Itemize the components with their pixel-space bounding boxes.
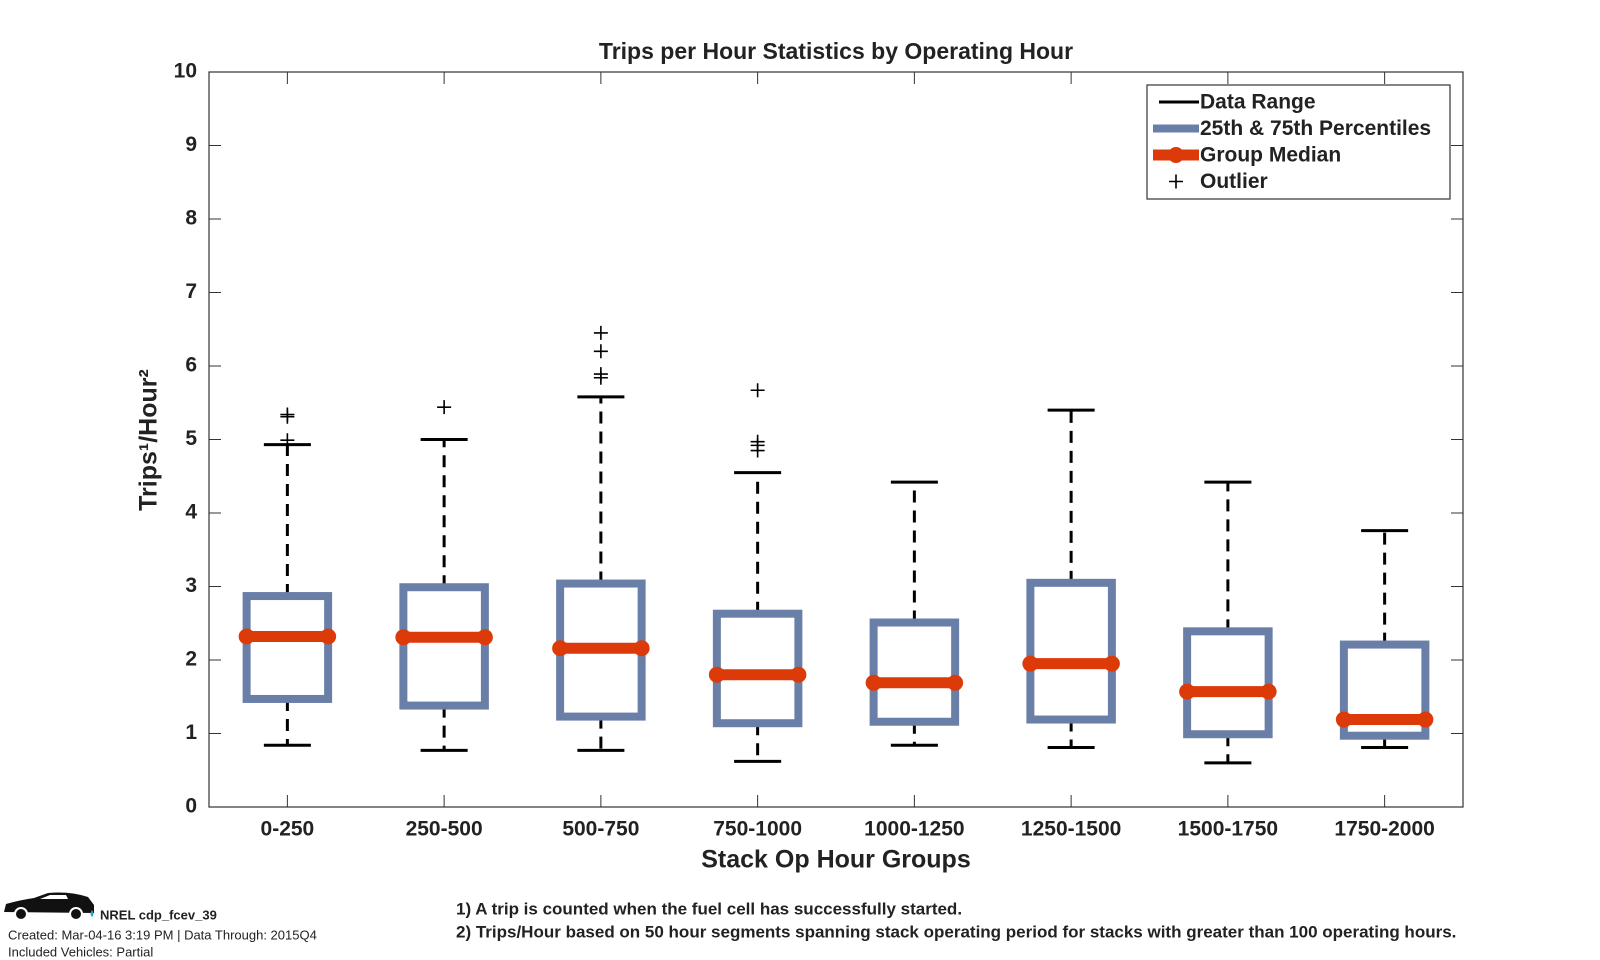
y-axis-label: Trips¹/Hour² <box>135 369 163 511</box>
outlier <box>280 433 295 448</box>
box-group <box>395 400 493 752</box>
outlier <box>750 434 765 449</box>
outlier <box>593 344 608 359</box>
y-tick-label: 10 <box>174 60 197 83</box>
x-tick-label: 1000-1250 <box>864 818 964 841</box>
y-tick-label: 0 <box>185 795 197 818</box>
legend-label: Outlier <box>1200 170 1268 193</box>
median-end <box>947 674 964 691</box>
footer-vehicles: Included Vehicles: Partial <box>8 944 153 959</box>
median-end <box>1022 655 1039 672</box>
legend-box <box>1146 84 1451 200</box>
chart-title: Trips per Hour Statistics by Operating H… <box>599 38 1073 64</box>
box-group <box>1179 480 1277 765</box>
outlier <box>280 407 295 422</box>
y-tick-label: 4 <box>185 501 197 524</box>
box <box>1183 627 1273 739</box>
legend-label: Data Range <box>1200 91 1316 114</box>
median-end <box>1103 655 1120 672</box>
box <box>1339 640 1430 740</box>
box-group <box>552 325 650 752</box>
median-end <box>476 629 493 646</box>
box-group <box>1335 529 1434 749</box>
outlier <box>593 325 608 340</box>
median-end <box>790 666 807 683</box>
x-tick-label: 500-750 <box>562 818 639 841</box>
box <box>242 592 333 703</box>
x-tick-label: 250-500 <box>406 818 483 841</box>
car-icon <box>4 892 94 921</box>
median-end <box>865 674 882 691</box>
box <box>1026 578 1116 724</box>
box <box>399 583 489 710</box>
median-end <box>1417 711 1434 728</box>
x-tick-label: 1750-2000 <box>1334 818 1434 841</box>
y-tick-label: 8 <box>185 207 197 230</box>
x-tick-label: 1500-1750 <box>1178 818 1278 841</box>
median-end <box>708 666 725 683</box>
y-tick-label: 6 <box>185 354 197 377</box>
footer-created: Created: Mar-04-16 3:19 PM | Data Throug… <box>8 927 317 942</box>
box <box>869 618 960 726</box>
box-group <box>865 480 964 747</box>
box-group <box>1022 408 1120 749</box>
x-tick-label: 0-250 <box>261 818 315 841</box>
outlier <box>750 383 765 398</box>
median-end <box>1179 683 1196 700</box>
median-end <box>320 628 337 645</box>
footer-id: NREL cdp_fcev_39 <box>100 907 217 922</box>
y-tick-label: 1 <box>185 721 197 744</box>
outlier <box>593 367 608 382</box>
median-end <box>238 628 255 645</box>
median-end <box>1335 711 1352 728</box>
box-group <box>238 407 337 747</box>
y-tick-label: 2 <box>185 648 197 671</box>
median-end <box>552 640 569 657</box>
footnote: 1) A trip is counted when the fuel cell … <box>456 899 962 918</box>
legend-swatch <box>1169 174 1183 189</box>
y-tick-label: 9 <box>185 133 197 156</box>
x-tick-label: 1250-1500 <box>1021 818 1121 841</box>
y-tick-label: 3 <box>185 574 197 597</box>
footnote: 2) Trips/Hour based on 50 hour segments … <box>456 922 1456 941</box>
x-tick-label: 750-1000 <box>713 818 802 841</box>
legend-label: 25th & 75th Percentiles <box>1200 117 1431 140</box>
median-end <box>1260 683 1277 700</box>
median-end <box>633 640 650 657</box>
legend-label: Group Median <box>1200 144 1341 167</box>
y-tick-label: 5 <box>185 427 197 450</box>
outlier <box>437 400 452 415</box>
legend-swatch <box>1168 147 1184 163</box>
x-axis-label: Stack Op Hour Groups <box>701 846 970 874</box>
y-tick-label: 7 <box>185 280 197 303</box>
median-end <box>395 629 412 646</box>
box-group <box>708 383 807 763</box>
